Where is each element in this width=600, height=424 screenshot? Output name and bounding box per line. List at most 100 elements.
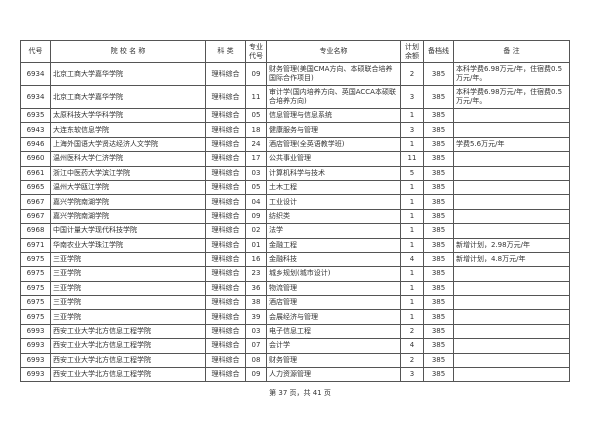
cell-school-name: 上海外国语大学贤达经济人文学院: [50, 136, 206, 153]
cell-remarks: [453, 352, 570, 369]
cell-plan-remaining: 4: [400, 251, 424, 268]
cell-major-code: 24: [245, 136, 267, 153]
cell-school-name: 三亚学院: [50, 280, 206, 297]
cell-cutoff-score: 385: [423, 85, 454, 109]
cell-code: 6967: [20, 208, 51, 225]
cell-major-code: 38: [245, 295, 267, 311]
cell-code: 6975: [20, 295, 51, 311]
cell-major-name: 法学: [266, 223, 401, 239]
cell-plan-remaining: 1: [400, 136, 424, 153]
cell-category: 理科综合: [205, 85, 246, 109]
cell-cutoff-score: 385: [423, 352, 454, 369]
cell-plan-remaining: 2: [400, 62, 424, 86]
cell-remarks: 学费5.6万元/年: [453, 136, 570, 153]
cell-plan-remaining: 1: [400, 309, 424, 325]
header-major-name: 专业名称: [266, 40, 401, 63]
cell-cutoff-score: 385: [423, 62, 454, 86]
cell-remarks: [453, 223, 570, 239]
cell-major-name: 物流管理: [266, 280, 401, 297]
cell-plan-remaining: 3: [400, 85, 424, 109]
cell-major-name: 会展经济与管理: [266, 309, 401, 325]
cell-school-name: 大连东软信息学院: [50, 122, 206, 138]
cell-category: 理科综合: [205, 352, 246, 369]
cell-major-code: 36: [245, 280, 267, 297]
cell-remarks: [453, 309, 570, 325]
cell-school-name: 西安工业大学北方信息工程学院: [50, 338, 206, 354]
cell-major-name: 城乡规划(城市设计): [266, 266, 401, 282]
cell-major-name: 土木工程: [266, 179, 401, 196]
cell-major-code: 17: [245, 151, 267, 167]
table-row: 6965 温州大学瓯江学院 理科综合 05 土木工程 1 385: [20, 179, 570, 196]
cell-category: 理科综合: [205, 323, 246, 340]
cell-major-name: 审计学(国内培养方向、英国ACCA本硕联合培养方向): [266, 85, 401, 109]
cell-cutoff-score: 385: [423, 179, 454, 196]
cell-major-code: 39: [245, 309, 267, 325]
cell-code: 6934: [20, 85, 51, 109]
cell-school-name: 嘉兴学院南湖学院: [50, 208, 206, 225]
cell-school-name: 三亚学院: [50, 251, 206, 268]
cell-major-name: 会计学: [266, 338, 401, 354]
cell-cutoff-score: 385: [423, 237, 454, 253]
cell-category: 理科综合: [205, 194, 246, 210]
cell-cutoff-score: 385: [423, 309, 454, 325]
cell-remarks: [453, 194, 570, 210]
cell-plan-remaining: 1: [400, 237, 424, 253]
cell-category: 理科综合: [205, 280, 246, 297]
cell-major-name: 信息管理与信息系统: [266, 107, 401, 124]
table-row: 6960 温州医科大学仁济学院 理科综合 17 公共事业管理 11 385: [20, 151, 570, 167]
cell-school-name: 中国计量大学现代科技学院: [50, 223, 206, 239]
cell-major-name: 电子信息工程: [266, 323, 401, 340]
cell-remarks: [453, 338, 570, 354]
table-row: 6935 太原科技大学华科学院 理科综合 05 信息管理与信息系统 1 385: [20, 107, 570, 124]
cell-school-name: 嘉兴学院南湖学院: [50, 194, 206, 210]
cell-major-code: 05: [245, 179, 267, 196]
cell-cutoff-score: 385: [423, 338, 454, 354]
cell-category: 理科综合: [205, 266, 246, 282]
header-major-code: 专业代号: [245, 40, 267, 63]
cell-school-name: 浙江中医药大学滨江学院: [50, 165, 206, 181]
cell-school-name: 西安工业大学北方信息工程学院: [50, 352, 206, 369]
cell-school-name: 北京工商大学嘉华学院: [50, 62, 206, 86]
cell-school-name: 西安工业大学北方信息工程学院: [50, 367, 206, 383]
cell-school-name: 太原科技大学华科学院: [50, 107, 206, 124]
header-code: 代号: [20, 40, 51, 63]
cell-code: 6993: [20, 352, 51, 369]
cell-major-code: 04: [245, 194, 267, 210]
cell-major-code: 08: [245, 352, 267, 369]
cell-plan-remaining: 1: [400, 194, 424, 210]
cell-code: 6965: [20, 179, 51, 196]
cell-school-name: 北京工商大学嘉华学院: [50, 85, 206, 109]
cell-category: 理科综合: [205, 367, 246, 383]
table-row: 6961 浙江中医药大学滨江学院 理科综合 03 计算机科学与技术 5 385: [20, 165, 570, 181]
cell-code: 6971: [20, 237, 51, 253]
cell-category: 理科综合: [205, 107, 246, 124]
cell-remarks: [453, 179, 570, 196]
table-row: 6975 三亚学院 理科综合 38 酒店管理 1 385: [20, 295, 570, 311]
cell-major-name: 酒店管理: [266, 295, 401, 311]
cell-remarks: [453, 280, 570, 297]
table-row: 6993 西安工业大学北方信息工程学院 理科综合 08 财务管理 2 385: [20, 352, 570, 369]
cell-major-code: 16: [245, 251, 267, 268]
cell-cutoff-score: 385: [423, 280, 454, 297]
cell-plan-remaining: 1: [400, 223, 424, 239]
cell-code: 6993: [20, 323, 51, 340]
cell-plan-remaining: 2: [400, 323, 424, 340]
cell-major-code: 02: [245, 223, 267, 239]
table-row: 6993 西安工业大学北方信息工程学院 理科综合 09 人力资源管理 3 385: [20, 367, 570, 383]
cell-cutoff-score: 385: [423, 165, 454, 181]
cell-code: 6993: [20, 338, 51, 354]
cell-category: 理科综合: [205, 151, 246, 167]
table-row: 6993 西安工业大学北方信息工程学院 理科综合 07 会计学 4 385: [20, 338, 570, 354]
cell-school-name: 温州大学瓯江学院: [50, 179, 206, 196]
table-row: 6975 三亚学院 理科综合 23 城乡规划(城市设计) 1 385: [20, 266, 570, 282]
table-row: 6967 嘉兴学院南湖学院 理科综合 04 工业设计 1 385: [20, 194, 570, 210]
cell-cutoff-score: 385: [423, 266, 454, 282]
cell-major-name: 计算机科学与技术: [266, 165, 401, 181]
table-row: 6975 三亚学院 理科综合 16 金融科技 4 385 新增计划，4.8万元/年: [20, 251, 570, 268]
cell-category: 理科综合: [205, 295, 246, 311]
cell-plan-remaining: 1: [400, 280, 424, 297]
cell-category: 理科综合: [205, 237, 246, 253]
cell-category: 理科综合: [205, 251, 246, 268]
cell-major-code: 11: [245, 85, 267, 109]
table-row: 6975 三亚学院 理科综合 39 会展经济与管理 1 385: [20, 309, 570, 325]
